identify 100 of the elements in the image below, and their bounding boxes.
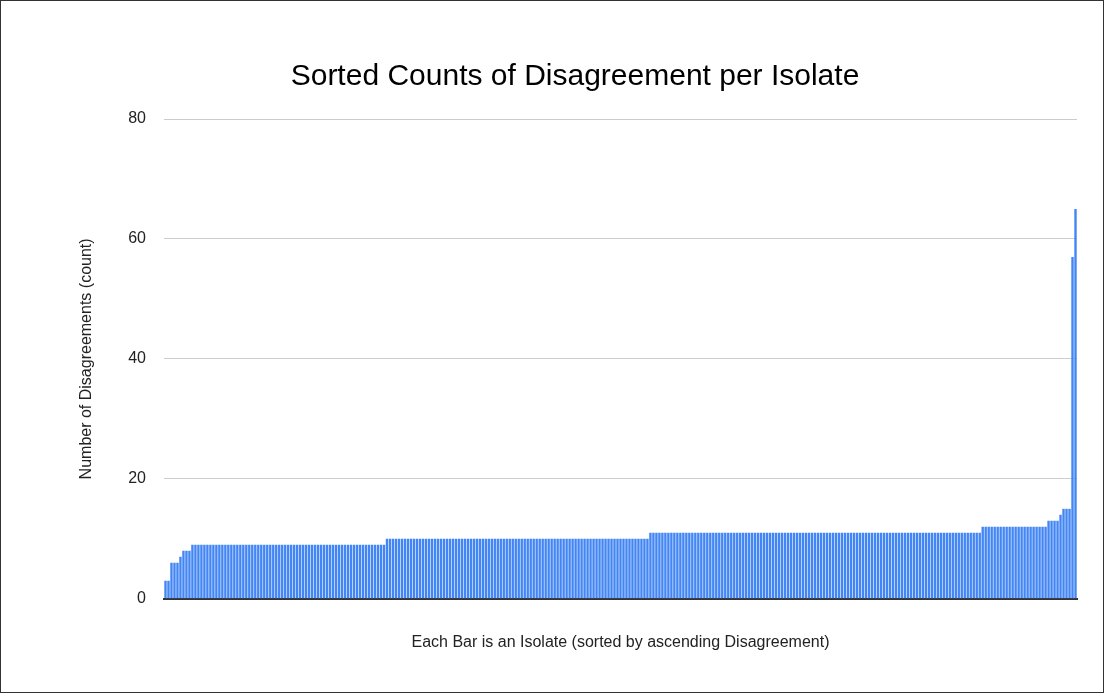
bar (1035, 526, 1038, 599)
bar (1065, 508, 1068, 599)
bar (565, 538, 568, 599)
bar (990, 526, 993, 599)
bar (679, 532, 682, 599)
bar (544, 538, 547, 599)
bar (1014, 526, 1017, 599)
chart-title: Sorted Counts of Disagreement per Isolate (290, 58, 860, 92)
bar (652, 532, 655, 599)
bar (559, 538, 562, 599)
bar (682, 532, 685, 599)
bar (637, 538, 640, 599)
bar (568, 538, 571, 599)
bar (604, 538, 607, 599)
bar (538, 538, 541, 599)
bar (562, 538, 565, 599)
bar (667, 532, 670, 599)
y-tick-label: 0 (137, 589, 147, 607)
bar (700, 532, 703, 599)
bar (1020, 526, 1023, 599)
bar (547, 538, 550, 599)
bar (230, 544, 233, 599)
bar (1029, 526, 1032, 599)
bar (703, 532, 706, 599)
bar (658, 532, 661, 599)
bar (676, 532, 679, 599)
bar (628, 538, 631, 599)
bar (625, 538, 628, 599)
bar (1038, 526, 1041, 599)
y-tick-label: 20 (128, 469, 147, 487)
bar (688, 532, 691, 599)
bar (673, 532, 676, 599)
bar (535, 538, 538, 599)
bar (583, 538, 586, 599)
y-tick-label: 60 (128, 229, 147, 247)
bar (227, 544, 230, 599)
bar (993, 526, 996, 599)
bar (556, 538, 559, 599)
bar (655, 532, 658, 599)
bar (592, 538, 595, 599)
bar (664, 532, 667, 599)
bar (164, 580, 167, 599)
bar (574, 538, 577, 599)
bar (622, 538, 625, 599)
bar (1011, 526, 1014, 599)
bar (532, 538, 535, 599)
bar (541, 538, 544, 599)
bar (1074, 208, 1077, 599)
bar (685, 532, 688, 599)
bar (1026, 526, 1029, 599)
bar (586, 538, 589, 599)
bar (203, 544, 206, 599)
bar (1050, 520, 1053, 599)
bar (206, 544, 209, 599)
bar (182, 550, 185, 599)
bar (595, 538, 598, 599)
bar (224, 544, 227, 599)
bar (553, 538, 556, 599)
bar (571, 538, 574, 599)
bar (200, 544, 203, 599)
bar (607, 538, 610, 599)
bar (236, 544, 239, 599)
bar (580, 538, 583, 599)
bar (1047, 520, 1050, 599)
bar (194, 544, 197, 599)
bar (197, 544, 200, 599)
bar (221, 544, 224, 599)
bar (245, 544, 248, 599)
bar (661, 532, 664, 599)
bar (616, 538, 619, 599)
bar (610, 538, 613, 599)
bar (215, 544, 218, 599)
bar (996, 526, 999, 599)
bar (589, 538, 592, 599)
bar (1032, 526, 1035, 599)
bar (598, 538, 601, 599)
bar (697, 532, 700, 599)
y-tick-label: 80 (128, 109, 147, 127)
bar (601, 538, 604, 599)
bar (170, 562, 173, 599)
bar (173, 562, 176, 599)
bar (218, 544, 221, 599)
bar (613, 538, 616, 599)
bar (1041, 526, 1044, 599)
bar (242, 544, 245, 599)
bar (185, 550, 188, 599)
bar (640, 538, 643, 599)
x-axis-title: Each Bar is an Isolate (sorted by ascending Disagreement) (411, 632, 830, 650)
bar (577, 538, 580, 599)
bar (649, 532, 652, 599)
bar (691, 532, 694, 599)
bar (209, 544, 212, 599)
bar (631, 538, 634, 599)
bar (212, 544, 215, 599)
y-axis-title: Number of Disagreements (count) (77, 238, 95, 480)
bar (634, 538, 637, 599)
bar (1062, 508, 1065, 599)
bar (1008, 526, 1011, 599)
bar (1005, 526, 1008, 599)
bar (1002, 526, 1005, 599)
